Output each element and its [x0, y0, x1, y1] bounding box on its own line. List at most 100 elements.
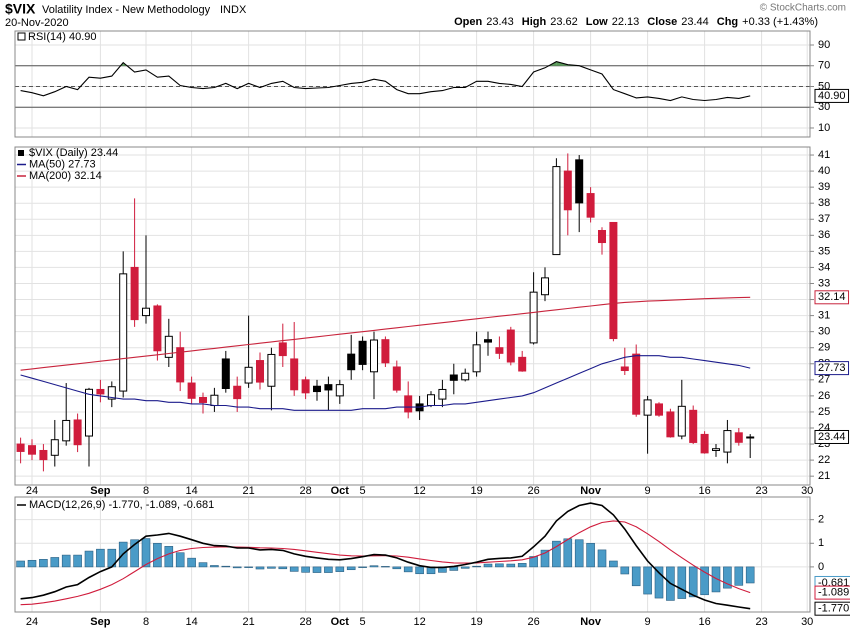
last-value-box: [814, 585, 850, 600]
histogram-bar: [472, 565, 481, 568]
candle-body: [199, 396, 207, 403]
y-tick-label: 0: [818, 561, 824, 573]
y-tick-label: 37: [818, 213, 830, 225]
quote-label: High: [522, 16, 547, 28]
histogram-bar: [483, 563, 493, 568]
candle-body: [85, 388, 93, 437]
histogram-bar: [187, 557, 196, 568]
histogram-bar: [130, 539, 139, 568]
candle-body: [244, 366, 253, 384]
last-value-box: [814, 361, 850, 376]
y-tick-label: 41: [818, 149, 830, 161]
candle-body: [290, 358, 299, 391]
macd-line: [20, 502, 751, 610]
quote-label: Open: [454, 16, 482, 28]
histogram-bar: [586, 542, 595, 568]
candle-body: [324, 384, 333, 391]
quote-label: Close: [647, 16, 677, 28]
x-tick-label: 16: [698, 616, 710, 628]
candle-body: [73, 419, 82, 446]
quote-value: 23.43: [486, 16, 514, 28]
candle-body: [643, 399, 652, 416]
y-tick-label: 1: [818, 537, 824, 549]
candle-body: [666, 411, 675, 438]
histogram-bar: [153, 542, 162, 568]
last-value-label: -1.770: [818, 603, 849, 615]
histogram-bar: [688, 566, 698, 598]
candle-body: [176, 347, 185, 383]
candle-body: [700, 433, 709, 454]
last-value-label: 32.14: [818, 291, 846, 303]
x-tick-label: 19: [470, 616, 482, 628]
candle-body: [598, 229, 606, 244]
x-tick-label: Nov: [580, 616, 602, 628]
exchange: INDX: [220, 4, 247, 16]
histogram-bar: [745, 566, 755, 584]
legend-icon: [17, 32, 26, 41]
histogram-bar: [61, 554, 71, 568]
histogram-bar: [244, 566, 253, 568]
last-value-box: [814, 290, 850, 305]
histogram-bar: [734, 566, 744, 586]
moving-average: [20, 355, 751, 411]
y-tick-label: 35: [818, 245, 830, 257]
last-value-box: [814, 88, 850, 103]
candle-body: [518, 356, 527, 372]
candle-body: [506, 329, 515, 363]
histogram-bar: [39, 559, 48, 568]
x-tick-label: 21: [242, 485, 254, 497]
last-value-label: -1.089: [818, 587, 849, 599]
histogram-bar: [255, 566, 265, 570]
candle-body: [301, 379, 310, 394]
x-tick-label: 5: [360, 616, 366, 628]
candle-body: [529, 291, 538, 344]
legend-label: MACD(12,26,9) -1.770, -1.089, -0.681: [29, 499, 214, 511]
copyright: © StockCharts.com: [760, 3, 846, 14]
candle-body: [62, 419, 71, 442]
candle-body: [381, 339, 390, 364]
quote-label: Low: [586, 16, 608, 28]
histogram-bar: [620, 566, 630, 575]
x-tick-label: 24: [26, 485, 38, 497]
candle-body: [563, 170, 572, 211]
histogram-bar: [301, 566, 310, 573]
histogram-bar: [415, 566, 424, 575]
x-tick-label: 9: [645, 616, 651, 628]
candle-body: [552, 166, 561, 256]
y-tick-label: 38: [818, 197, 830, 209]
histogram-bar: [517, 563, 527, 568]
y-tick-label: 33: [818, 277, 830, 289]
histogram-bar: [369, 565, 379, 568]
histogram-bar: [654, 566, 664, 599]
last-value-label: 27.73: [818, 362, 846, 374]
candle-body: [734, 432, 743, 443]
legend-icon: [18, 150, 24, 156]
panel-frame: [14, 30, 811, 138]
candle-body: [50, 439, 59, 456]
histogram-bar: [700, 566, 709, 596]
candle-body: [153, 305, 162, 352]
x-tick-label: Oct: [331, 616, 350, 628]
candle-body: [438, 388, 447, 400]
x-tick-label: Sep: [90, 485, 110, 497]
histogram-bar: [506, 563, 516, 568]
last-value-label: 40.90: [818, 90, 846, 102]
chart-date: 20-Nov-2020: [5, 17, 69, 29]
candle-body: [256, 360, 264, 383]
candle-body: [632, 353, 641, 415]
candle-body: [278, 342, 287, 357]
candle-body: [370, 339, 378, 373]
histogram-bar: [164, 546, 174, 568]
y-tick-label: 2: [818, 514, 824, 526]
y-tick-label: 36: [818, 229, 830, 241]
x-tick-label: 8: [143, 485, 149, 497]
candle-body: [689, 409, 698, 443]
histogram-bar: [460, 566, 470, 569]
candle-body: [187, 382, 196, 399]
candle-body: [746, 436, 755, 439]
x-tick-label: 23: [755, 616, 767, 628]
histogram-bar: [552, 540, 561, 568]
histogram-bar: [403, 566, 413, 573]
histogram-bar: [27, 559, 37, 568]
